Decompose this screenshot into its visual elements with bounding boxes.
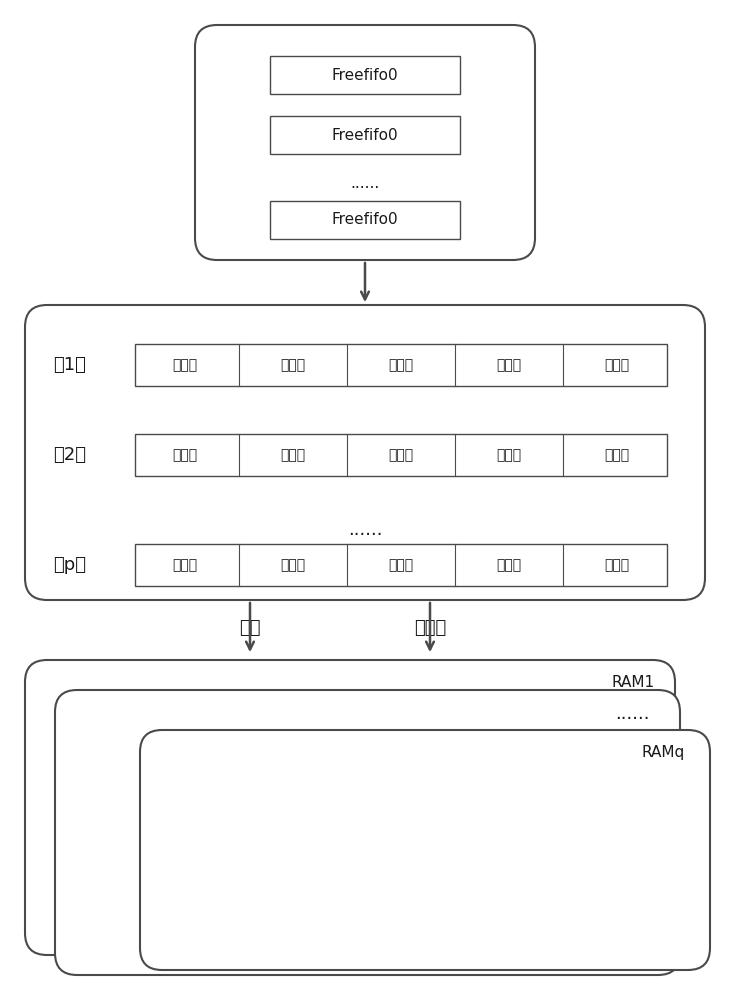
- Text: 第2行: 第2行: [53, 446, 86, 464]
- FancyBboxPatch shape: [25, 305, 705, 600]
- Text: 寄存器: 寄存器: [172, 448, 197, 462]
- Text: 寄存器: 寄存器: [497, 448, 522, 462]
- Text: 报文: 报文: [239, 619, 261, 637]
- FancyBboxPatch shape: [55, 690, 680, 975]
- Text: 标识符: 标识符: [605, 448, 630, 462]
- Text: RAM1: RAM1: [612, 675, 655, 690]
- Text: 寄存器: 寄存器: [389, 448, 414, 462]
- Text: Freefifo0: Freefifo0: [332, 213, 398, 228]
- Text: 寄存器: 寄存器: [280, 558, 305, 572]
- Text: 寄存器: 寄存器: [497, 558, 522, 572]
- Text: RAMq: RAMq: [641, 745, 685, 760]
- Bar: [270, 116, 460, 154]
- Text: 寄存器: 寄存器: [389, 558, 414, 572]
- Bar: [135, 434, 667, 476]
- Text: 寄存器: 寄存器: [280, 448, 305, 462]
- FancyBboxPatch shape: [140, 730, 710, 970]
- Bar: [135, 544, 667, 586]
- Text: 寄存器: 寄存器: [280, 358, 305, 372]
- Text: 寄存器: 寄存器: [389, 358, 414, 372]
- Text: Freefifo0: Freefifo0: [332, 68, 398, 83]
- Text: 寄存器: 寄存器: [172, 358, 197, 372]
- Text: 寄存器: 寄存器: [172, 558, 197, 572]
- Text: ......: ......: [348, 521, 382, 539]
- Text: Freefifo0: Freefifo0: [332, 127, 398, 142]
- Text: ......: ......: [350, 176, 380, 190]
- FancyBboxPatch shape: [195, 25, 535, 260]
- Text: 第p行: 第p行: [53, 556, 86, 574]
- Bar: [270, 56, 460, 94]
- Text: ......: ......: [616, 705, 650, 723]
- FancyBboxPatch shape: [25, 660, 675, 955]
- Text: 寄存器: 寄存器: [497, 358, 522, 372]
- Bar: [135, 344, 667, 386]
- Bar: [270, 201, 460, 239]
- Text: 第1行: 第1行: [53, 356, 86, 374]
- Text: 行地址: 行地址: [414, 619, 446, 637]
- Text: 标识符: 标识符: [605, 558, 630, 572]
- Text: 标识符: 标识符: [605, 358, 630, 372]
